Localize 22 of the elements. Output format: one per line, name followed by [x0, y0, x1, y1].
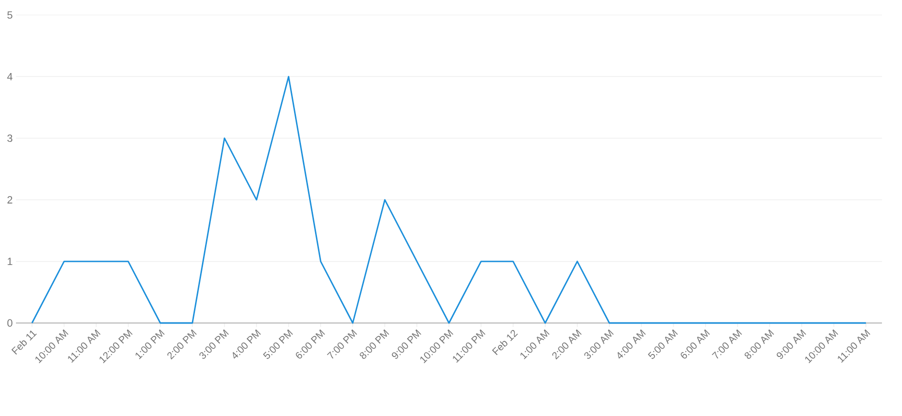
y-tick-label: 2: [7, 196, 12, 204]
x-tick-label: 6:00 PM: [296, 329, 326, 359]
x-tick-label: 4:00 PM: [232, 329, 261, 359]
x-tick-label: 7:00 AM: [712, 329, 742, 359]
x-tick-label: 8:00 PM: [360, 329, 390, 359]
x-tick-label: Feb 12: [492, 330, 518, 356]
x-tick-label: 9:00 AM: [776, 329, 806, 359]
y-tick-label: 4: [7, 73, 12, 80]
y-tick-label: 3: [7, 134, 12, 142]
x-tick-label: 3:00 PM: [199, 329, 229, 359]
y-tick-label: 0: [7, 319, 12, 327]
x-tick-label: 9:00 PM: [392, 329, 422, 359]
x-tick-label: 5:00 AM: [648, 329, 678, 359]
x-tick-label: 3:00 AM: [584, 329, 614, 359]
y-tick-label: 1: [8, 258, 12, 265]
x-tick-label: 4:00 AM: [618, 329, 646, 359]
y-tick-label: 5: [7, 11, 12, 19]
x-tick-label: 8:00 AM: [744, 329, 774, 359]
x-tick-label: 5:00 PM: [263, 329, 293, 359]
x-tick-label: 7:00 PM: [326, 329, 358, 359]
x-tick-label: Feb 11: [11, 330, 37, 355]
x-tick-label: 6:00 AM: [680, 329, 710, 359]
